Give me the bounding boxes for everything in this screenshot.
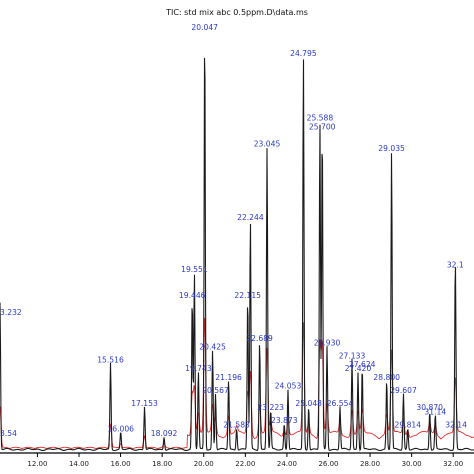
x-tick-label: 28.00 [360, 460, 380, 468]
peak-label: 29.035 [378, 144, 405, 153]
peak-label: 24.795 [290, 49, 317, 58]
x-tick-label: 20.00 [194, 460, 214, 468]
x-tick-label: 24.00 [277, 460, 297, 468]
peak-label: 18.092 [151, 429, 178, 438]
trace-red [0, 317, 474, 449]
x-tick-label: 14.00 [69, 460, 89, 468]
trace-black [0, 57, 474, 452]
peak-label: 24.053 [275, 382, 302, 391]
peak-label: 19.446 [179, 291, 206, 300]
x-tick-label: 26.00 [318, 460, 338, 468]
peak-label: 15.516 [97, 356, 124, 365]
peak-label: 19.743 [185, 364, 212, 373]
chart-title: TIC: std mix abc 0.5ppm.D\data.ms [165, 8, 308, 17]
peak-label: 26.554 [327, 399, 354, 408]
peak-label: 27.133 [339, 351, 366, 360]
peak-label: 30.870 [416, 403, 443, 412]
peak-label: 29.607 [390, 386, 417, 395]
peak-label: 19.551 [181, 265, 208, 274]
peak-label: 21.583 [223, 420, 250, 429]
peak-label: 3.232 [0, 308, 22, 317]
peak-label: 16.006 [107, 425, 134, 434]
peak-label: 20.425 [199, 343, 226, 352]
x-tick-label: 22.00 [235, 460, 255, 468]
peak-label: 17.153 [131, 399, 158, 408]
peak-label: 31.14 [424, 407, 446, 416]
peak-label: 32.14 [445, 420, 467, 429]
x-tick-label: 18.00 [152, 460, 172, 468]
peak-label: 23.045 [254, 140, 281, 149]
peak-label: 21.196 [215, 373, 242, 382]
peak-label: 25.588 [307, 114, 334, 123]
x-tick-label: 30.00 [402, 460, 422, 468]
peak-label: 25.700 [309, 122, 336, 131]
peak-label: 23.873 [271, 416, 298, 425]
peak-label: 27.624 [349, 360, 376, 369]
peak-label: 20.567 [202, 386, 229, 395]
x-tick-label: 12.00 [27, 460, 47, 468]
peak-label: 23.223 [257, 403, 284, 412]
peak-label: 22.689 [246, 334, 273, 343]
peak-label: 29.814 [395, 420, 422, 429]
peak-label: 27.420 [345, 364, 372, 373]
peak-label: 22.115 [234, 291, 261, 300]
peak-labels: 3.232 3.54 15.516 16.006 17.153 18.092 19.446 1… [0, 23, 467, 438]
peak-label: 28.800 [373, 373, 400, 382]
x-axis-ticks: 12.00 14.00 16.00 18.00 20.00 22.00 24.00 26.00… [27, 453, 463, 468]
peak-label: 25.048 [295, 399, 322, 408]
chromatogram-traces [0, 57, 474, 452]
peak-label: 25.930 [314, 338, 341, 347]
x-tick-label: 16.00 [111, 460, 131, 468]
peak-label: 32.1 [447, 261, 464, 270]
peak-label: 20.047 [191, 23, 218, 32]
x-tick-label: 32.00 [443, 460, 463, 468]
peak-label: 3.54 [0, 429, 17, 438]
peak-label: 22.244 [237, 213, 264, 222]
